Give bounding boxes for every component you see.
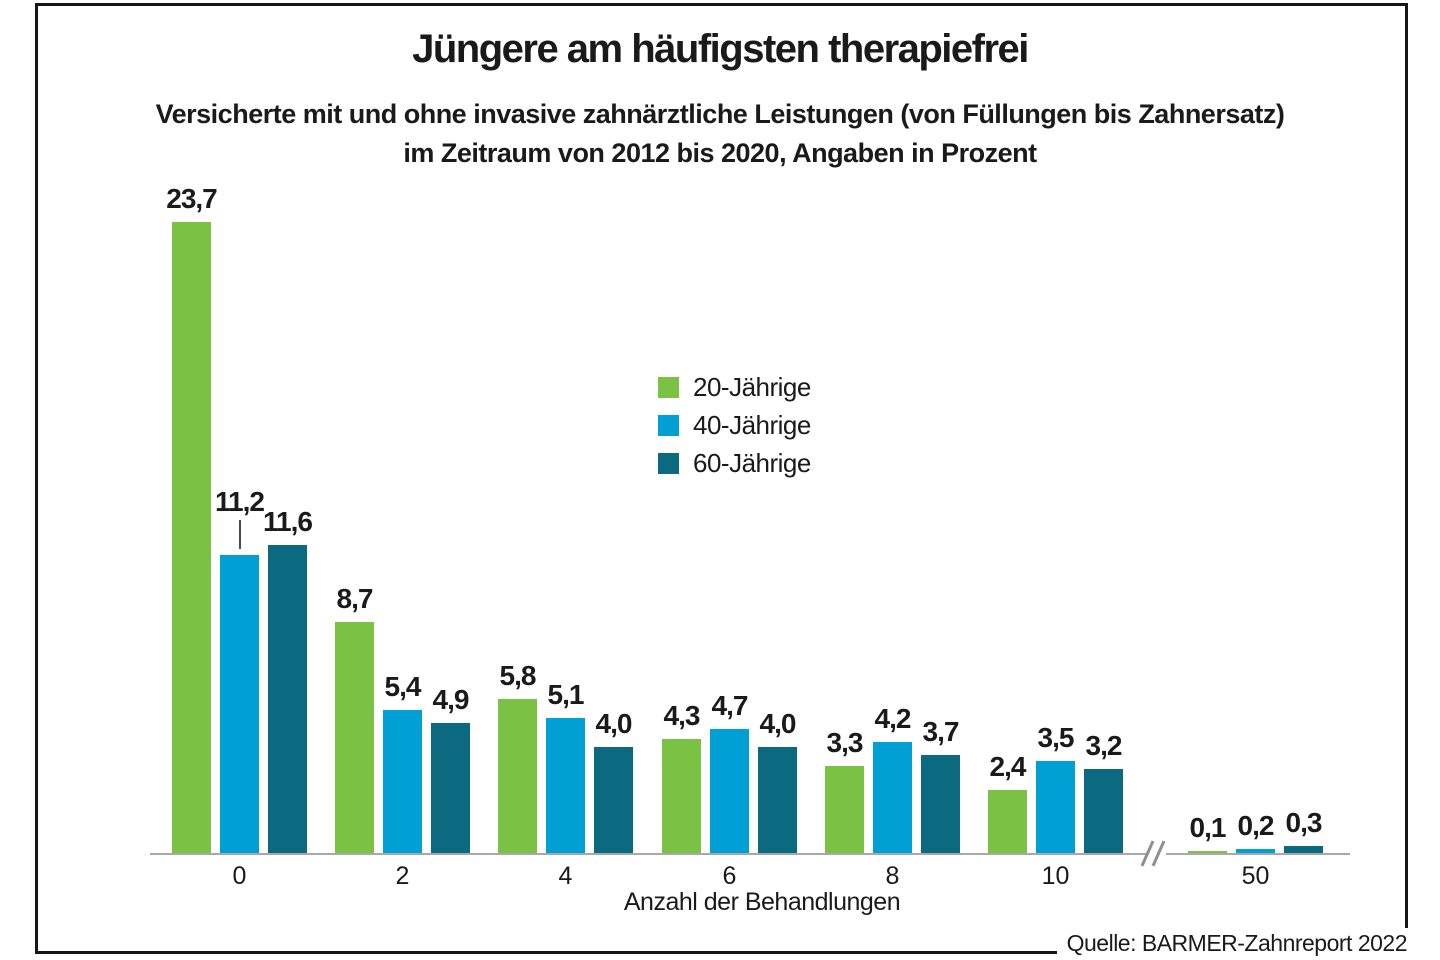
axis-break-slash-icon (1151, 840, 1166, 867)
chart-subtitle-line-2: im Zeitraum von 2012 bis 2020, Angaben i… (403, 138, 1037, 168)
value-label-20-Jährige-10: 2,4 (989, 751, 1027, 782)
value-label-20-Jährige-6: 4,3 (663, 700, 701, 731)
bar-40-Jährige-0 (220, 555, 259, 854)
bar-60-Jährige-2 (431, 723, 470, 854)
chart-title: Jüngere am häufigsten therapiefrei (412, 27, 1029, 71)
value-label-60-Jährige-2: 4,9 (432, 684, 470, 715)
x-tick-label-2: 2 (395, 862, 410, 890)
bar-60-Jährige-10 (1084, 769, 1123, 854)
legend-swatch-icon-20-Jährige (658, 376, 679, 398)
bar-40-Jährige-6 (710, 729, 749, 854)
source-credit: Quelle: BARMER-Zahnreport 2022 (1056, 928, 1409, 959)
bar-40-Jährige-4 (546, 718, 585, 854)
legend-label-60-Jährige: 60-Jährige (693, 447, 811, 478)
bar-20-Jährige-6 (662, 739, 701, 854)
value-label-60-Jährige-10: 3,2 (1085, 730, 1123, 761)
chart-subtitle-line-1: Versicherte mit und ohne invasive zahnär… (155, 99, 1285, 129)
value-label-40-Jährige-2: 5,4 (384, 671, 422, 702)
x-axis-line-segment-2 (1166, 853, 1350, 855)
value-label-60-Jährige-50: 0,3 (1285, 807, 1323, 838)
value-label-40-Jährige-10: 3,5 (1037, 722, 1075, 753)
legend-item-60-Jährige: 60-Jährige (658, 444, 811, 482)
bar-60-Jährige-0 (268, 545, 307, 854)
legend-item-20-Jährige: 20-Jährige (658, 368, 811, 406)
legend-item-40-Jährige: 40-Jährige (658, 406, 811, 444)
legend-swatch-icon-40-Jährige (658, 414, 679, 436)
bar-20-Jährige-50 (1188, 851, 1227, 854)
x-axis-line-segment-1 (150, 853, 1146, 855)
bar-40-Jährige-8 (873, 742, 912, 854)
value-label-20-Jährige-2: 8,7 (336, 583, 374, 614)
value-label-40-Jährige-4: 5,1 (547, 679, 585, 710)
value-label-40-Jährige-8: 4,2 (874, 703, 912, 734)
bar-40-Jährige-50 (1236, 849, 1275, 854)
x-tick-label-10: 10 (1041, 862, 1070, 890)
x-tick-label-50: 50 (1241, 862, 1270, 890)
value-label-20-Jährige-0: 23,7 (166, 183, 218, 214)
value-label-60-Jährige-0: 11,6 (263, 506, 313, 537)
value-label-60-Jährige-8: 3,7 (922, 716, 960, 747)
bar-20-Jährige-2 (335, 622, 374, 854)
bar-40-Jährige-2 (383, 710, 422, 854)
value-label-callout-line (238, 520, 241, 549)
bar-60-Jährige-6 (758, 747, 797, 854)
bar-20-Jährige-10 (988, 790, 1027, 854)
bar-60-Jährige-4 (594, 747, 633, 854)
value-label-20-Jährige-8: 3,3 (826, 727, 864, 758)
value-label-60-Jährige-6: 4,0 (759, 708, 797, 739)
value-label-20-Jährige-50: 0,1 (1189, 812, 1227, 843)
legend-label-40-Jährige: 40-Jährige (693, 409, 811, 440)
bar-60-Jährige-50 (1284, 846, 1323, 854)
legend-label-20-Jährige: 20-Jährige (693, 371, 811, 402)
bar-60-Jährige-8 (921, 755, 960, 854)
x-tick-label-4: 4 (558, 862, 573, 890)
value-label-40-Jährige-0: 11,2 (215, 486, 265, 517)
x-tick-label-6: 6 (722, 862, 737, 890)
x-tick-label-0: 0 (232, 862, 247, 890)
bar-40-Jährige-10 (1036, 761, 1075, 854)
bar-20-Jährige-8 (825, 766, 864, 854)
bar-20-Jährige-0 (172, 222, 211, 854)
chart-frame (35, 3, 1408, 954)
legend: 20-Jährige 40-Jährige 60-Jährige (658, 368, 811, 482)
value-label-60-Jährige-4: 4,0 (595, 708, 633, 739)
x-axis-title: Anzahl der Behandlungen (623, 888, 901, 916)
legend-swatch-icon-60-Jährige (658, 452, 679, 474)
value-label-20-Jährige-4: 5,8 (499, 660, 537, 691)
bar-20-Jährige-4 (498, 699, 537, 854)
value-label-40-Jährige-50: 0,2 (1237, 810, 1275, 841)
value-label-40-Jährige-6: 4,7 (711, 690, 749, 721)
x-tick-label-8: 8 (885, 862, 900, 890)
